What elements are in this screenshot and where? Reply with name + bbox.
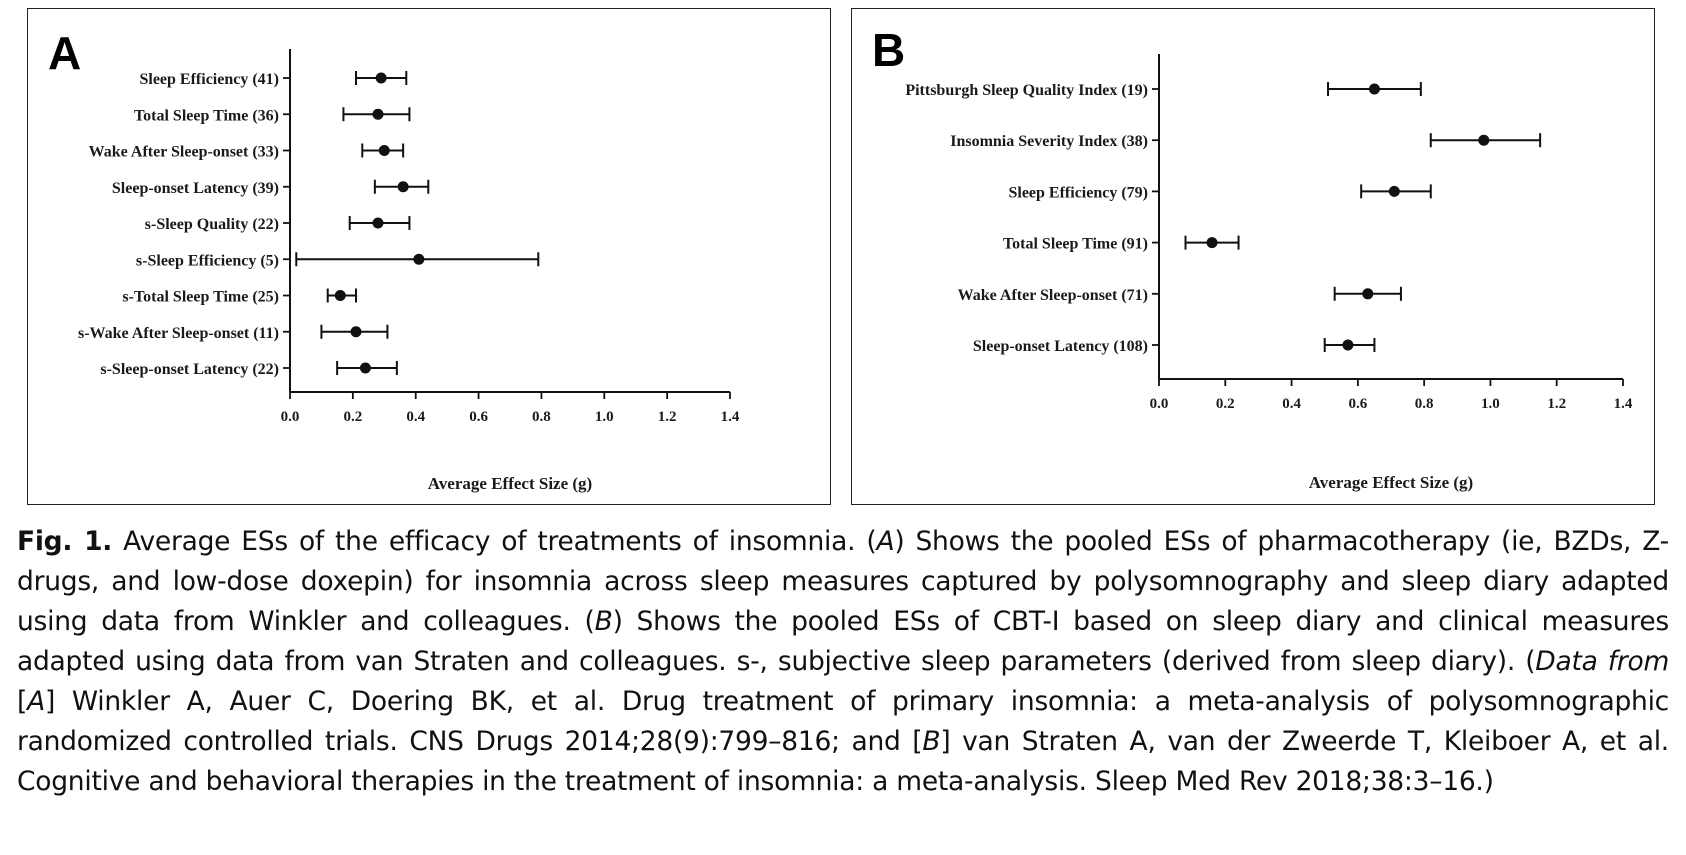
caption-panel-ref: B [594,606,613,637]
caption-text: ] van Straten A, van der Zweerde T, Klei… [17,726,1669,797]
effect-size-point [372,217,384,229]
x-tick-label: 1.4 [1614,396,1633,412]
x-tick-label: 0.0 [281,409,300,425]
x-tick-label: 0.4 [1282,396,1301,412]
x-axis-title: Average Effect Size (g) [1309,473,1473,492]
x-tick-label: 1.2 [1547,396,1566,412]
effect-size-point [1206,237,1218,249]
y-category-label: Wake After Sleep-onset (71) [958,287,1148,304]
effect-size-point [1388,185,1400,197]
y-category-label: Sleep-onset Latency (108) [973,338,1148,355]
effect-size-point [397,181,409,193]
panel-label: A [48,27,81,79]
effect-size-point [1368,83,1380,95]
caption-panel-ref: A [27,686,45,717]
x-tick-label: 1.0 [1481,396,1500,412]
caption-text: ) Shows the pooled ESs of pharmacotherap… [17,526,1669,637]
y-category-label: s-Wake After Sleep-onset (11) [78,325,279,342]
caption-data-from: Data from [1535,646,1670,677]
y-category-label: s-Sleep-onset Latency (22) [100,361,279,378]
y-category-label: Wake After Sleep-onset (33) [89,144,279,161]
forest-plot-panel-b: B 0.0 0.2 0.4 0.6 0.8 1.0 1.2 1.4 Average Effect … [851,8,1655,505]
panel-label: B [872,24,905,76]
caption-text: [ [17,686,28,717]
effect-size-point [1362,288,1374,300]
x-tick-label: 0.6 [1348,396,1367,412]
y-category-label: Sleep Efficiency (79) [1008,184,1148,201]
effect-size-point [359,362,371,374]
y-category-label: s-Total Sleep Time (25) [122,289,279,306]
x-tick-label: 0.0 [1150,396,1169,412]
caption-panel-ref: A [876,526,895,557]
y-category-label: s-Sleep Quality (22) [145,216,279,233]
effect-size-point [350,326,362,338]
x-tick-label: 0.2 [1216,396,1235,412]
y-category-label: Sleep-onset Latency (39) [112,180,279,197]
figure-label: Fig. 1. [17,526,113,557]
effect-size-point [1478,134,1490,146]
effect-size-point [372,108,384,120]
x-tick-label: 0.8 [1415,396,1434,412]
effect-size-point [413,253,425,265]
effect-size-point [375,72,387,84]
x-tick-label: 0.8 [532,409,551,425]
effect-size-point [1342,339,1354,351]
y-category-label: Sleep Efficiency (41) [139,71,279,88]
x-tick-label: 0.2 [343,409,362,425]
y-category-label: Total Sleep Time (36) [134,107,279,124]
forest-plot-b-svg: B 0.0 0.2 0.4 0.6 0.8 1.0 1.2 1.4 Average Effect … [872,24,1633,492]
x-axis-title: Average Effect Size (g) [428,474,592,493]
y-category-label: Total Sleep Time (91) [1003,236,1148,253]
effect-size-point [334,290,346,301]
x-tick-label: 1.0 [595,409,614,425]
forest-plot-a-svg: A 0.0 0.2 0.4 0.6 0.8 1.0 1.2 1.4 Average Effect … [48,27,740,493]
forest-plot-panel-a: A 0.0 0.2 0.4 0.6 0.8 1.0 1.2 1.4 Average Effect … [27,8,831,505]
caption-text: ) Shows the pooled ESs of CBT-I based on… [17,606,1669,677]
x-tick-label: 1.4 [721,409,740,425]
x-tick-label: 0.4 [406,409,425,425]
y-category-label: s-Sleep Efficiency (5) [136,252,279,269]
effect-size-point [378,145,390,156]
figure-caption: Fig. 1. Average ESs of the efficacy of t… [17,522,1669,802]
caption-panel-ref: B [922,726,941,757]
x-tick-label: 0.6 [469,409,488,425]
y-category-label: Pittsburgh Sleep Quality Index (19) [905,82,1148,99]
caption-text: ] Winkler A, Auer C, Doering BK, et al. … [17,686,1669,757]
y-category-label: Insomnia Severity Index (38) [950,133,1148,150]
x-tick-label: 1.2 [658,409,677,425]
caption-text: Average ESs of the efficacy of treatment… [112,526,877,557]
